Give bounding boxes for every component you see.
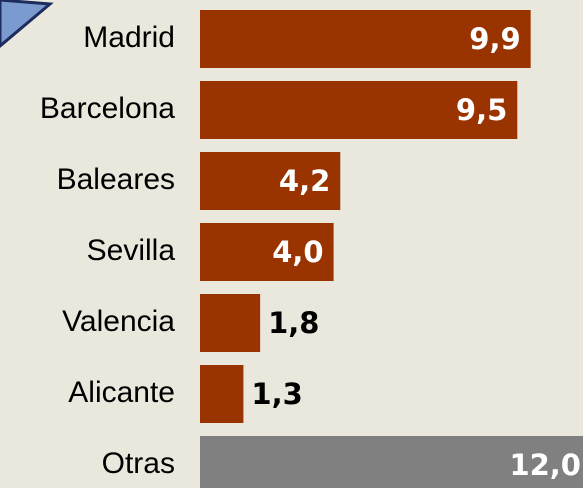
bar — [200, 223, 334, 281]
category-label: Alicante — [68, 376, 175, 409]
bar — [200, 152, 341, 210]
bar — [200, 81, 518, 139]
bar — [200, 365, 244, 423]
category-label: Barcelona — [40, 92, 175, 125]
bar — [200, 10, 531, 68]
category-label: Baleares — [57, 163, 175, 196]
category-label: Valencia — [62, 305, 175, 338]
category-label: Sevilla — [87, 234, 176, 267]
value-label: 4,0 — [272, 235, 323, 269]
value-label: 1,8 — [268, 306, 319, 340]
decoration — [0, 0, 54, 48]
value-label: 9,5 — [456, 93, 507, 127]
value-label: 4,2 — [279, 164, 330, 198]
category-label: Otras — [102, 447, 175, 480]
value-label: 12,0 — [509, 448, 581, 482]
category-label: Madrid — [83, 21, 175, 54]
value-label: 1,3 — [251, 377, 302, 411]
bar — [200, 294, 261, 352]
value-label: 9,9 — [469, 22, 520, 56]
bar — [200, 436, 583, 488]
